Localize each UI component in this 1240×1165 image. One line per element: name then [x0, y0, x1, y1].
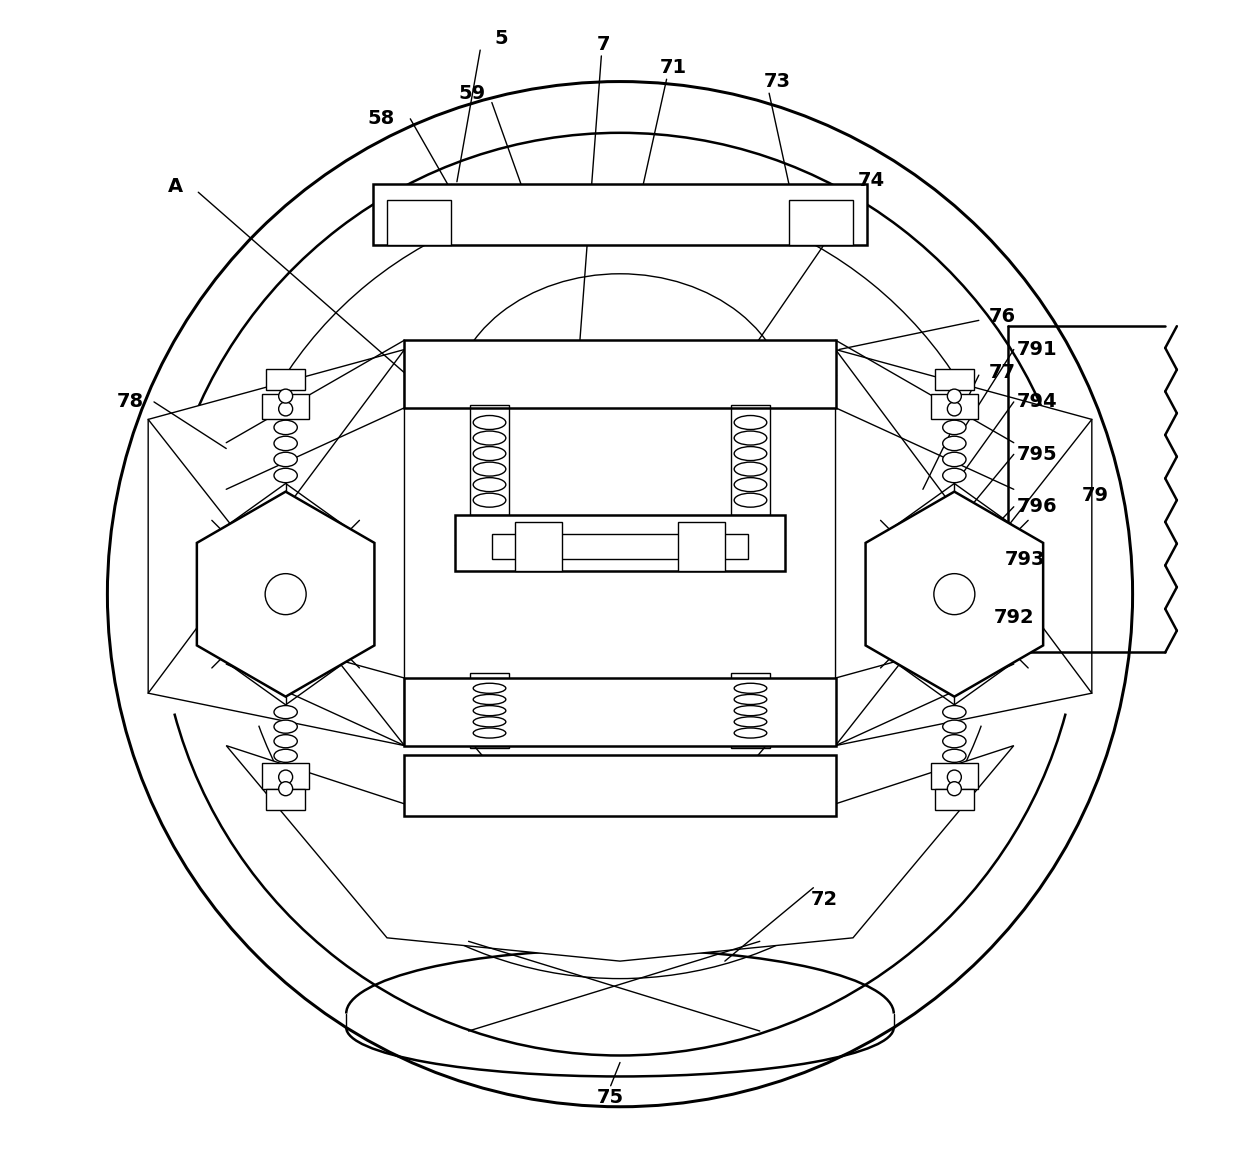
- Bar: [265, 789, 305, 810]
- Circle shape: [279, 389, 293, 403]
- Text: 796: 796: [1017, 497, 1058, 516]
- Ellipse shape: [474, 478, 506, 492]
- Circle shape: [279, 402, 293, 416]
- Ellipse shape: [474, 728, 506, 739]
- Ellipse shape: [734, 716, 766, 727]
- Ellipse shape: [274, 421, 298, 435]
- Bar: [678, 522, 725, 571]
- Ellipse shape: [942, 421, 966, 435]
- Text: 73: 73: [764, 72, 791, 91]
- Text: 72: 72: [810, 890, 837, 909]
- Ellipse shape: [734, 446, 766, 460]
- Text: A: A: [167, 177, 182, 196]
- Ellipse shape: [734, 728, 766, 739]
- Bar: [404, 755, 836, 816]
- Text: 795: 795: [1017, 445, 1058, 464]
- Bar: [404, 678, 836, 746]
- Text: 792: 792: [993, 608, 1034, 627]
- Ellipse shape: [474, 446, 506, 460]
- Ellipse shape: [274, 735, 298, 748]
- Ellipse shape: [942, 706, 966, 719]
- Bar: [492, 534, 748, 559]
- Bar: [730, 405, 770, 515]
- Bar: [470, 673, 510, 748]
- Polygon shape: [866, 492, 1043, 697]
- Bar: [387, 200, 451, 245]
- Circle shape: [934, 573, 975, 615]
- Ellipse shape: [274, 720, 298, 733]
- Ellipse shape: [942, 436, 966, 451]
- Ellipse shape: [474, 493, 506, 507]
- Bar: [263, 763, 309, 789]
- Polygon shape: [148, 350, 404, 746]
- Ellipse shape: [734, 416, 766, 430]
- Ellipse shape: [474, 463, 506, 476]
- Ellipse shape: [274, 468, 298, 482]
- Ellipse shape: [942, 452, 966, 467]
- Bar: [373, 184, 867, 245]
- Bar: [730, 673, 770, 748]
- Bar: [789, 200, 853, 245]
- Text: 79: 79: [1081, 486, 1109, 504]
- Ellipse shape: [274, 436, 298, 451]
- Ellipse shape: [474, 431, 506, 445]
- Circle shape: [947, 389, 961, 403]
- Bar: [263, 394, 309, 419]
- Ellipse shape: [474, 716, 506, 727]
- Ellipse shape: [734, 694, 766, 705]
- Bar: [404, 340, 836, 408]
- Ellipse shape: [734, 478, 766, 492]
- Bar: [265, 369, 305, 390]
- Text: 58: 58: [367, 110, 394, 128]
- Text: 7: 7: [596, 35, 610, 54]
- Ellipse shape: [942, 749, 966, 762]
- Ellipse shape: [274, 749, 298, 762]
- Polygon shape: [836, 350, 1092, 746]
- Ellipse shape: [274, 706, 298, 719]
- Bar: [935, 369, 975, 390]
- Text: 71: 71: [660, 58, 687, 77]
- Bar: [931, 763, 977, 789]
- Ellipse shape: [734, 706, 766, 715]
- Ellipse shape: [474, 683, 506, 693]
- Text: 5: 5: [495, 29, 508, 48]
- Circle shape: [265, 573, 306, 615]
- Text: 791: 791: [1017, 340, 1058, 359]
- Text: 793: 793: [1006, 550, 1045, 569]
- Ellipse shape: [942, 735, 966, 748]
- Text: 76: 76: [988, 308, 1016, 326]
- Ellipse shape: [734, 683, 766, 693]
- Text: 794: 794: [1017, 393, 1058, 411]
- Polygon shape: [197, 492, 374, 697]
- Ellipse shape: [942, 720, 966, 733]
- Circle shape: [279, 770, 293, 784]
- Ellipse shape: [474, 694, 506, 705]
- Bar: [935, 789, 975, 810]
- Text: 59: 59: [459, 84, 486, 103]
- Text: 75: 75: [598, 1088, 624, 1107]
- Bar: [470, 405, 510, 515]
- Bar: [931, 394, 977, 419]
- Ellipse shape: [942, 468, 966, 482]
- Bar: [515, 522, 562, 571]
- Ellipse shape: [474, 706, 506, 715]
- Text: 74: 74: [858, 171, 885, 190]
- Circle shape: [947, 770, 961, 784]
- Polygon shape: [226, 746, 1014, 961]
- Bar: [455, 515, 785, 571]
- Circle shape: [947, 402, 961, 416]
- Ellipse shape: [474, 416, 506, 430]
- Ellipse shape: [274, 452, 298, 467]
- Circle shape: [279, 782, 293, 796]
- Ellipse shape: [734, 431, 766, 445]
- Text: 77: 77: [988, 363, 1016, 382]
- Circle shape: [947, 782, 961, 796]
- Ellipse shape: [734, 493, 766, 507]
- Ellipse shape: [734, 463, 766, 476]
- Text: 78: 78: [117, 393, 144, 411]
